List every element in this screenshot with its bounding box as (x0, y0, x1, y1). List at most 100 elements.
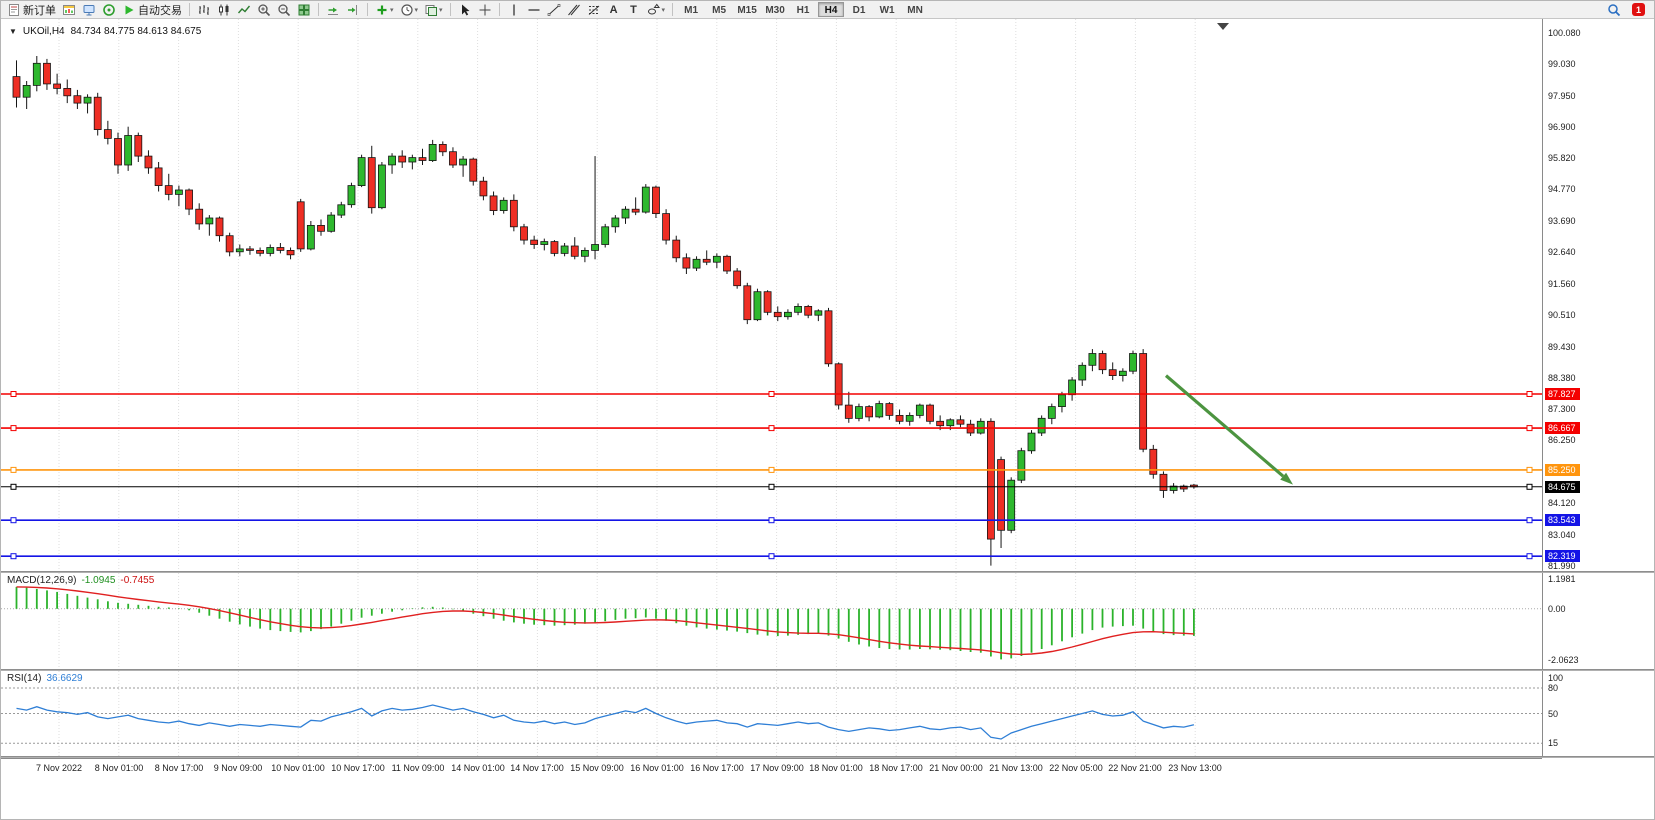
zoom-out-button[interactable] (275, 2, 293, 18)
timeframe-mn-button[interactable]: MN (907, 5, 923, 16)
new-order-icon (9, 3, 19, 16)
price-axis-label: 91.560 (1548, 279, 1576, 289)
time-axis-label: 22 Nov 05:00 (1049, 763, 1103, 773)
chart-shift-icon (348, 4, 357, 15)
one-click-trading-toggle[interactable]: ▼ (9, 27, 17, 36)
pane-separator[interactable] (1, 669, 1654, 671)
trendline-button[interactable] (545, 2, 563, 18)
rsi-axis[interactable]: 100 80 50 15 (1542, 671, 1654, 756)
new-order-button[interactable]: 新订单 (5, 2, 58, 18)
price-axis-label: 96.900 (1548, 122, 1576, 132)
macd-label: MACD(12,26,9) -1.0945 -0.7455 (7, 575, 154, 586)
macd-name: MACD(12,26,9) (7, 575, 77, 586)
trend-arrow[interactable] (1164, 374, 1293, 485)
macd-main-value: -1.0945 (81, 575, 116, 586)
main-chart-pane[interactable] (1, 19, 1542, 571)
data-window-button[interactable] (80, 2, 98, 18)
chart-symbol-period: UKOil,H4 (22, 26, 65, 37)
zoom-in-button[interactable] (255, 2, 273, 18)
price-axis[interactable]: 100.080 99.030 97.950 96.900 95.820 94.770 93.… (1542, 19, 1654, 571)
rsi-value: 36.6629 (46, 673, 83, 684)
notification-badge[interactable]: 1 (1632, 3, 1645, 16)
pane-separator[interactable] (1, 571, 1654, 573)
text-button[interactable]: A (605, 2, 623, 18)
horizontal-line-button[interactable] (525, 2, 543, 18)
timeframe-w1-button[interactable]: W1 (879, 5, 895, 16)
time-axis-label: 7 Nov 2022 (35, 763, 83, 773)
time-axis-label: 23 Nov 13:00 (1168, 763, 1222, 773)
vertical-line-button[interactable] (505, 2, 523, 18)
auto-scroll-icon (328, 7, 338, 15)
trendline-icon (547, 3, 560, 16)
chevron-down-icon: ▾ (439, 6, 443, 14)
horizontal-line[interactable] (1, 483, 1542, 490)
price-tag: 87.827 (1545, 388, 1580, 400)
pane-separator[interactable] (1, 756, 1654, 758)
chart-shift-button[interactable] (344, 2, 362, 18)
indicators-button[interactable]: ▾ (373, 2, 396, 18)
timeframe-m30-button[interactable]: M30 (765, 5, 785, 16)
macd-histogram (15, 586, 1195, 660)
grid (58, 19, 1196, 571)
navigator-button[interactable] (100, 2, 118, 18)
auto-scroll-button[interactable] (324, 2, 342, 18)
line-chart-icon (237, 5, 251, 13)
macd-pane[interactable] (1, 573, 1542, 669)
price-axis-label: 86.250 (1548, 435, 1576, 445)
macd-axis-label: -2.0623 (1548, 655, 1579, 665)
chart-bars-button[interactable] (195, 2, 213, 18)
time-axis-label: 10 Nov 17:00 (331, 763, 385, 773)
fibonacci-button[interactable] (585, 2, 603, 18)
price-axis-label: 84.120 (1548, 498, 1576, 508)
rsi-pane[interactable] (1, 671, 1542, 756)
chart-line-button[interactable] (235, 2, 253, 18)
horizontal-line[interactable] (1, 517, 1542, 524)
label-button[interactable]: T (625, 2, 643, 18)
timeframe-d1-button[interactable]: D1 (852, 5, 866, 16)
horizontal-line[interactable] (1, 425, 1542, 432)
shapes-button[interactable]: ▾ (645, 2, 668, 18)
price-axis-label: 95.820 (1548, 153, 1576, 163)
horizontal-line[interactable] (1, 466, 1542, 473)
timeframe-m1-button[interactable]: M1 (684, 5, 699, 16)
time-axis-label: 21 Nov 13:00 (989, 763, 1043, 773)
timeframe-h4-button[interactable]: H4 (818, 2, 845, 17)
templates-icon (425, 4, 438, 16)
horizontal-line[interactable] (1, 391, 1542, 397)
zoom-in-icon (258, 3, 271, 16)
timeframe-m5-button[interactable]: M5 (712, 5, 727, 16)
price-tag: 86.667 (1545, 422, 1580, 434)
bar-chart-icon (199, 4, 209, 15)
chart-shift-marker[interactable] (1217, 23, 1229, 30)
autotrading-button[interactable]: 自动交易 (120, 2, 184, 18)
search-button[interactable] (1605, 2, 1623, 18)
channel-button[interactable] (565, 2, 583, 18)
time-axis-label: 9 Nov 09:00 (213, 763, 263, 773)
cursor-button[interactable] (456, 2, 474, 18)
templates-button[interactable]: ▾ (422, 2, 445, 18)
zoom-out-icon (278, 3, 291, 16)
price-axis-label: 100.080 (1548, 28, 1581, 38)
market-watch-button[interactable] (60, 2, 78, 18)
chart-title: ▼ UKOil,H4 84.734 84.775 84.613 84.675 (9, 26, 201, 37)
tile-windows-button[interactable] (295, 2, 313, 18)
periods-button[interactable]: ▾ (398, 2, 421, 18)
time-axis[interactable]: 7 Nov 2022 8 Nov 01:00 8 Nov 17:00 9 Nov 09… (1, 758, 1542, 779)
horizontal-line[interactable] (1, 553, 1542, 560)
fibonacci-icon (588, 5, 599, 15)
macd-axis[interactable]: 1.1981 0.00 -2.0623 (1542, 573, 1654, 669)
macd-signal-line (16, 586, 1194, 656)
chart-candles-button[interactable] (215, 2, 233, 18)
timeframe-h1-button[interactable]: H1 (796, 5, 810, 16)
horizontal-line-icon (528, 8, 540, 11)
price-tag: 85.250 (1545, 464, 1580, 476)
toolbar-separator (367, 3, 368, 16)
timeframe-m15-button[interactable]: M15 (737, 5, 757, 16)
rsi-axis-label: 80 (1548, 683, 1559, 693)
price-axis-label: 92.640 (1548, 247, 1576, 257)
candlestick-icon (219, 4, 229, 15)
price-axis-label: 88.380 (1548, 373, 1576, 383)
shapes-icon (647, 3, 660, 14)
crosshair-button[interactable] (476, 2, 494, 18)
